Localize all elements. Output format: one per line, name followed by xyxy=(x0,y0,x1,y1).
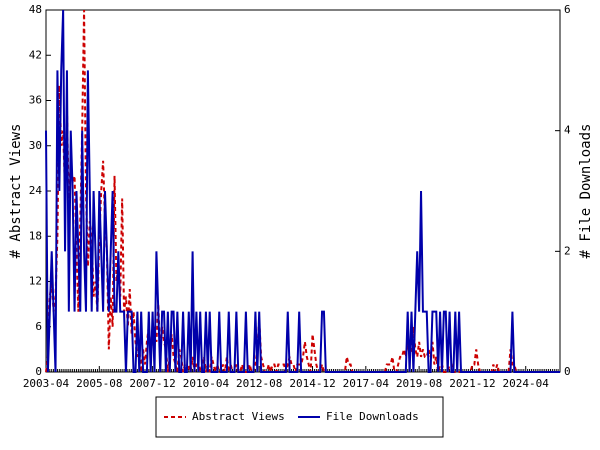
x-tick-label: 2017-04 xyxy=(343,377,390,390)
series-line xyxy=(45,9,560,373)
x-tick-label: 2003-04 xyxy=(23,377,70,390)
legend-label: Abstract Views xyxy=(192,410,285,423)
y2-tick-label: 0 xyxy=(564,365,571,378)
y-axis-label: # Abstract Views xyxy=(8,124,24,259)
y-tick-label: 18 xyxy=(29,229,42,242)
y2-tick-label: 4 xyxy=(564,124,571,137)
y2-tick-label: 2 xyxy=(564,244,571,257)
x-tick-label: 2021-12 xyxy=(449,377,495,390)
y-tick-label: 12 xyxy=(29,275,42,288)
y-tick-label: 24 xyxy=(29,184,43,197)
y-tick-label: 30 xyxy=(29,139,42,152)
x-tick-label: 2007-12 xyxy=(129,377,175,390)
y-tick-label: 42 xyxy=(29,48,42,61)
y-tick-label: 6 xyxy=(35,320,42,333)
series-line xyxy=(45,9,560,373)
plot-frame xyxy=(45,9,561,373)
y2-axis-label: # File Downloads xyxy=(578,124,594,259)
legend-label: File Downloads xyxy=(326,410,419,423)
y-tick-label: 48 xyxy=(29,3,42,16)
y2-tick-label: 6 xyxy=(564,3,571,16)
x-tick-label: 2012-08 xyxy=(236,377,282,390)
x-tick-label: 2010-04 xyxy=(183,377,230,390)
x-tick-label: 2005-08 xyxy=(76,377,122,390)
x-tick-label: 2024-04 xyxy=(503,377,550,390)
x-tick-label: 2019-08 xyxy=(396,377,442,390)
y-tick-label: 0 xyxy=(35,365,42,378)
y-tick-label: 36 xyxy=(29,94,42,107)
x-tick-label: 2014-12 xyxy=(289,377,335,390)
